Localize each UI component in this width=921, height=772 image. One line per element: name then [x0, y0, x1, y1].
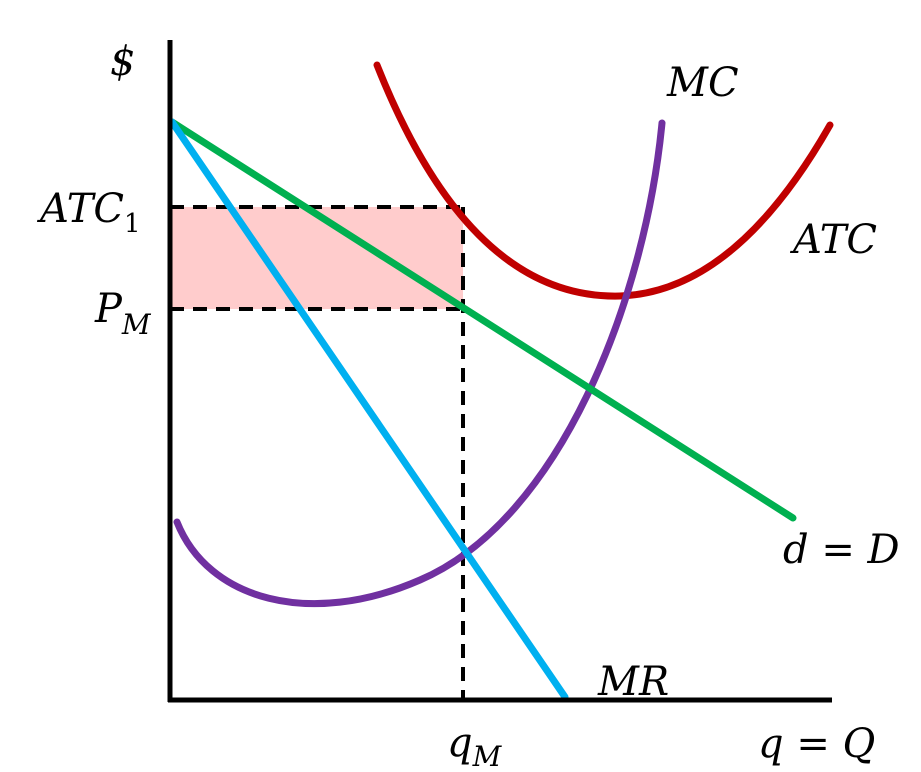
pm-label-main: P — [94, 286, 123, 332]
mc-label: MC — [666, 60, 739, 106]
qm-label-sub: M — [472, 740, 503, 772]
pm-label-sub: M — [121, 308, 152, 341]
pm-label: PM — [94, 286, 152, 341]
atc-label: ATC — [789, 217, 877, 263]
mr-label: MR — [597, 659, 669, 705]
x-axis-label: q = Q — [758, 721, 875, 767]
qm-label: qM — [447, 720, 503, 772]
demand-label: d = D — [783, 527, 900, 573]
qm-label-main: q — [447, 720, 473, 766]
y-axis-label: $ — [110, 39, 135, 85]
atc1-label-sub: 1 — [124, 209, 141, 239]
demand-curve — [168, 118, 797, 522]
mr-curve — [168, 118, 569, 701]
atc-curve — [373, 61, 834, 300]
loss-area — [170, 207, 463, 309]
atc1-label: ATC1 — [36, 186, 141, 239]
mc-curve — [173, 119, 666, 608]
atc1-label-main: ATC — [36, 186, 124, 232]
